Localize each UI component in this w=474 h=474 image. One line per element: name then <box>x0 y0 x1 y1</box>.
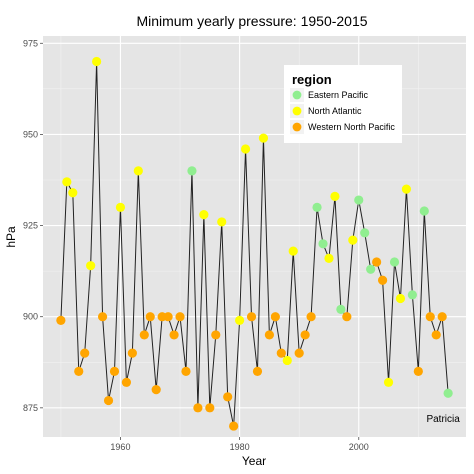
data-point: 1985: 895 <box>264 330 274 340</box>
legend-label: Eastern Pacific <box>308 90 369 100</box>
x-tick-label: 1960 <box>110 442 130 452</box>
data-point: 2005: 882 <box>383 377 394 387</box>
data-point: 1950: 899 <box>56 315 66 325</box>
data-point: 1995: 916 <box>324 253 334 263</box>
data-point: 1974: 928 <box>199 210 209 220</box>
data-point: 1954: 890 <box>80 348 90 358</box>
data-point: 1971: 885 <box>181 366 191 376</box>
legend-title: region <box>292 72 332 87</box>
legend-label: North Atlantic <box>308 106 362 116</box>
data-point: 1981: 946 <box>240 144 251 154</box>
data-point: 1997: 902 <box>336 304 346 315</box>
data-points: 1950: 899 1951: 9371952: 934 1953: 885 1954… <box>56 56 453 431</box>
data-point: 1998: 900 <box>342 312 352 322</box>
y-axis-title: hPa <box>4 226 18 248</box>
data-point: 1969: 895 <box>169 330 179 340</box>
data-point: 2004: 910 <box>377 275 388 285</box>
data-point: 1957: 900 <box>97 312 108 322</box>
data-point: 1972: 940 <box>187 166 197 176</box>
data-point: 1956: 970 <box>92 56 102 67</box>
chart-title: Minimum yearly pressure: 1950-2015 <box>136 13 367 29</box>
data-point: 2010: 885 <box>413 366 423 376</box>
data-point: 1983: 885 <box>252 366 263 376</box>
x-axis: 1960 1980 2000 <box>110 437 369 452</box>
y-tick-label: 875 <box>23 403 38 413</box>
x-tick-label: 2000 <box>349 442 369 452</box>
data-point: 2001: 923 <box>360 228 370 238</box>
series-line <box>60 61 449 427</box>
data-point: 1962: 890 <box>127 348 137 358</box>
data-point: 2008: 935 <box>401 184 412 194</box>
data-point: 2002: 913 <box>366 264 376 274</box>
data-point: 1989: 918 <box>288 246 298 256</box>
data-point: 1999: 921 <box>348 235 358 245</box>
data-point: 1975: 875 <box>205 403 215 413</box>
data-point: 2012: 900 <box>425 312 435 322</box>
data-point: 2011: 929 <box>419 206 429 216</box>
data-point: 1976: 895 <box>211 330 221 340</box>
data-point: 1963: 940 <box>133 166 143 176</box>
data-point: 1961: 882 <box>121 377 132 387</box>
annotation-label: Patricia <box>426 414 460 425</box>
data-point: 1953: 885 <box>74 366 84 376</box>
data-point: 1951: 937 <box>62 177 72 187</box>
data-point: 2006: 915 <box>389 257 400 267</box>
data-point: 1965: 900 <box>145 312 155 322</box>
data-point: 1986: 900 <box>270 312 280 322</box>
data-point: 2003: 915 <box>372 257 382 267</box>
y-tick-label: 950 <box>23 129 38 139</box>
data-point: 1952: 934 <box>68 188 78 198</box>
legend-label: Western North Pacific <box>308 122 395 132</box>
data-point: 1996: 933 <box>330 191 340 201</box>
data-point: 2015: 879 <box>443 388 453 398</box>
data-point: 1987: 890 <box>276 348 286 358</box>
legend: region Eastern Pacific North Atlantic West… <box>284 65 402 143</box>
data-point: 1979: 870 <box>229 421 239 431</box>
legend-swatch <box>292 90 302 100</box>
data-point: 1993: 930 <box>312 202 322 212</box>
data-point: 2007: 905 <box>395 293 406 304</box>
data-point: 1960: 930 <box>115 202 126 212</box>
legend-swatch <box>292 122 302 132</box>
data-point: 1994: 920 <box>318 239 328 249</box>
data-point: 2014: 900 <box>437 312 447 322</box>
data-point: 1978: 878 <box>223 392 233 402</box>
legend-swatch <box>292 106 302 116</box>
y-tick-label: 925 <box>23 221 38 231</box>
y-tick-label: 900 <box>23 312 38 322</box>
x-tick-label: 1980 <box>230 442 250 452</box>
data-point: 2013: 895 <box>431 330 441 340</box>
data-point: 1966: 880 <box>151 385 161 395</box>
y-axis: 875 900 925 950 975 <box>23 38 43 413</box>
data-point: 1970: 900 <box>175 312 185 322</box>
data-point: 1988: 888 <box>282 355 292 366</box>
data-point: 2009: 906 <box>407 290 417 300</box>
data-point: 1973: 875 <box>193 403 203 413</box>
data-point: 1959: 885 <box>109 366 120 376</box>
data-point: 1955: 914 <box>86 261 96 271</box>
data-point: 1964: 895 <box>139 330 149 340</box>
data-point: 1992: 900 <box>306 312 316 322</box>
data-point: 1984: 949 <box>258 133 269 143</box>
data-point: 1991: 895 <box>300 330 310 340</box>
data-point: 1958: 877 <box>103 395 114 406</box>
data-point: 1982: 900 <box>246 312 257 322</box>
y-tick-label: 975 <box>23 38 38 48</box>
data-point: 2000: 932 <box>354 195 364 205</box>
data-point: 1990: 890 <box>294 348 304 358</box>
x-axis-title: Year <box>242 454 266 468</box>
data-point: 1980: 899 <box>235 315 245 325</box>
data-point: 1968: 900 <box>163 312 173 322</box>
data-point: 1977: 926 <box>217 217 227 227</box>
